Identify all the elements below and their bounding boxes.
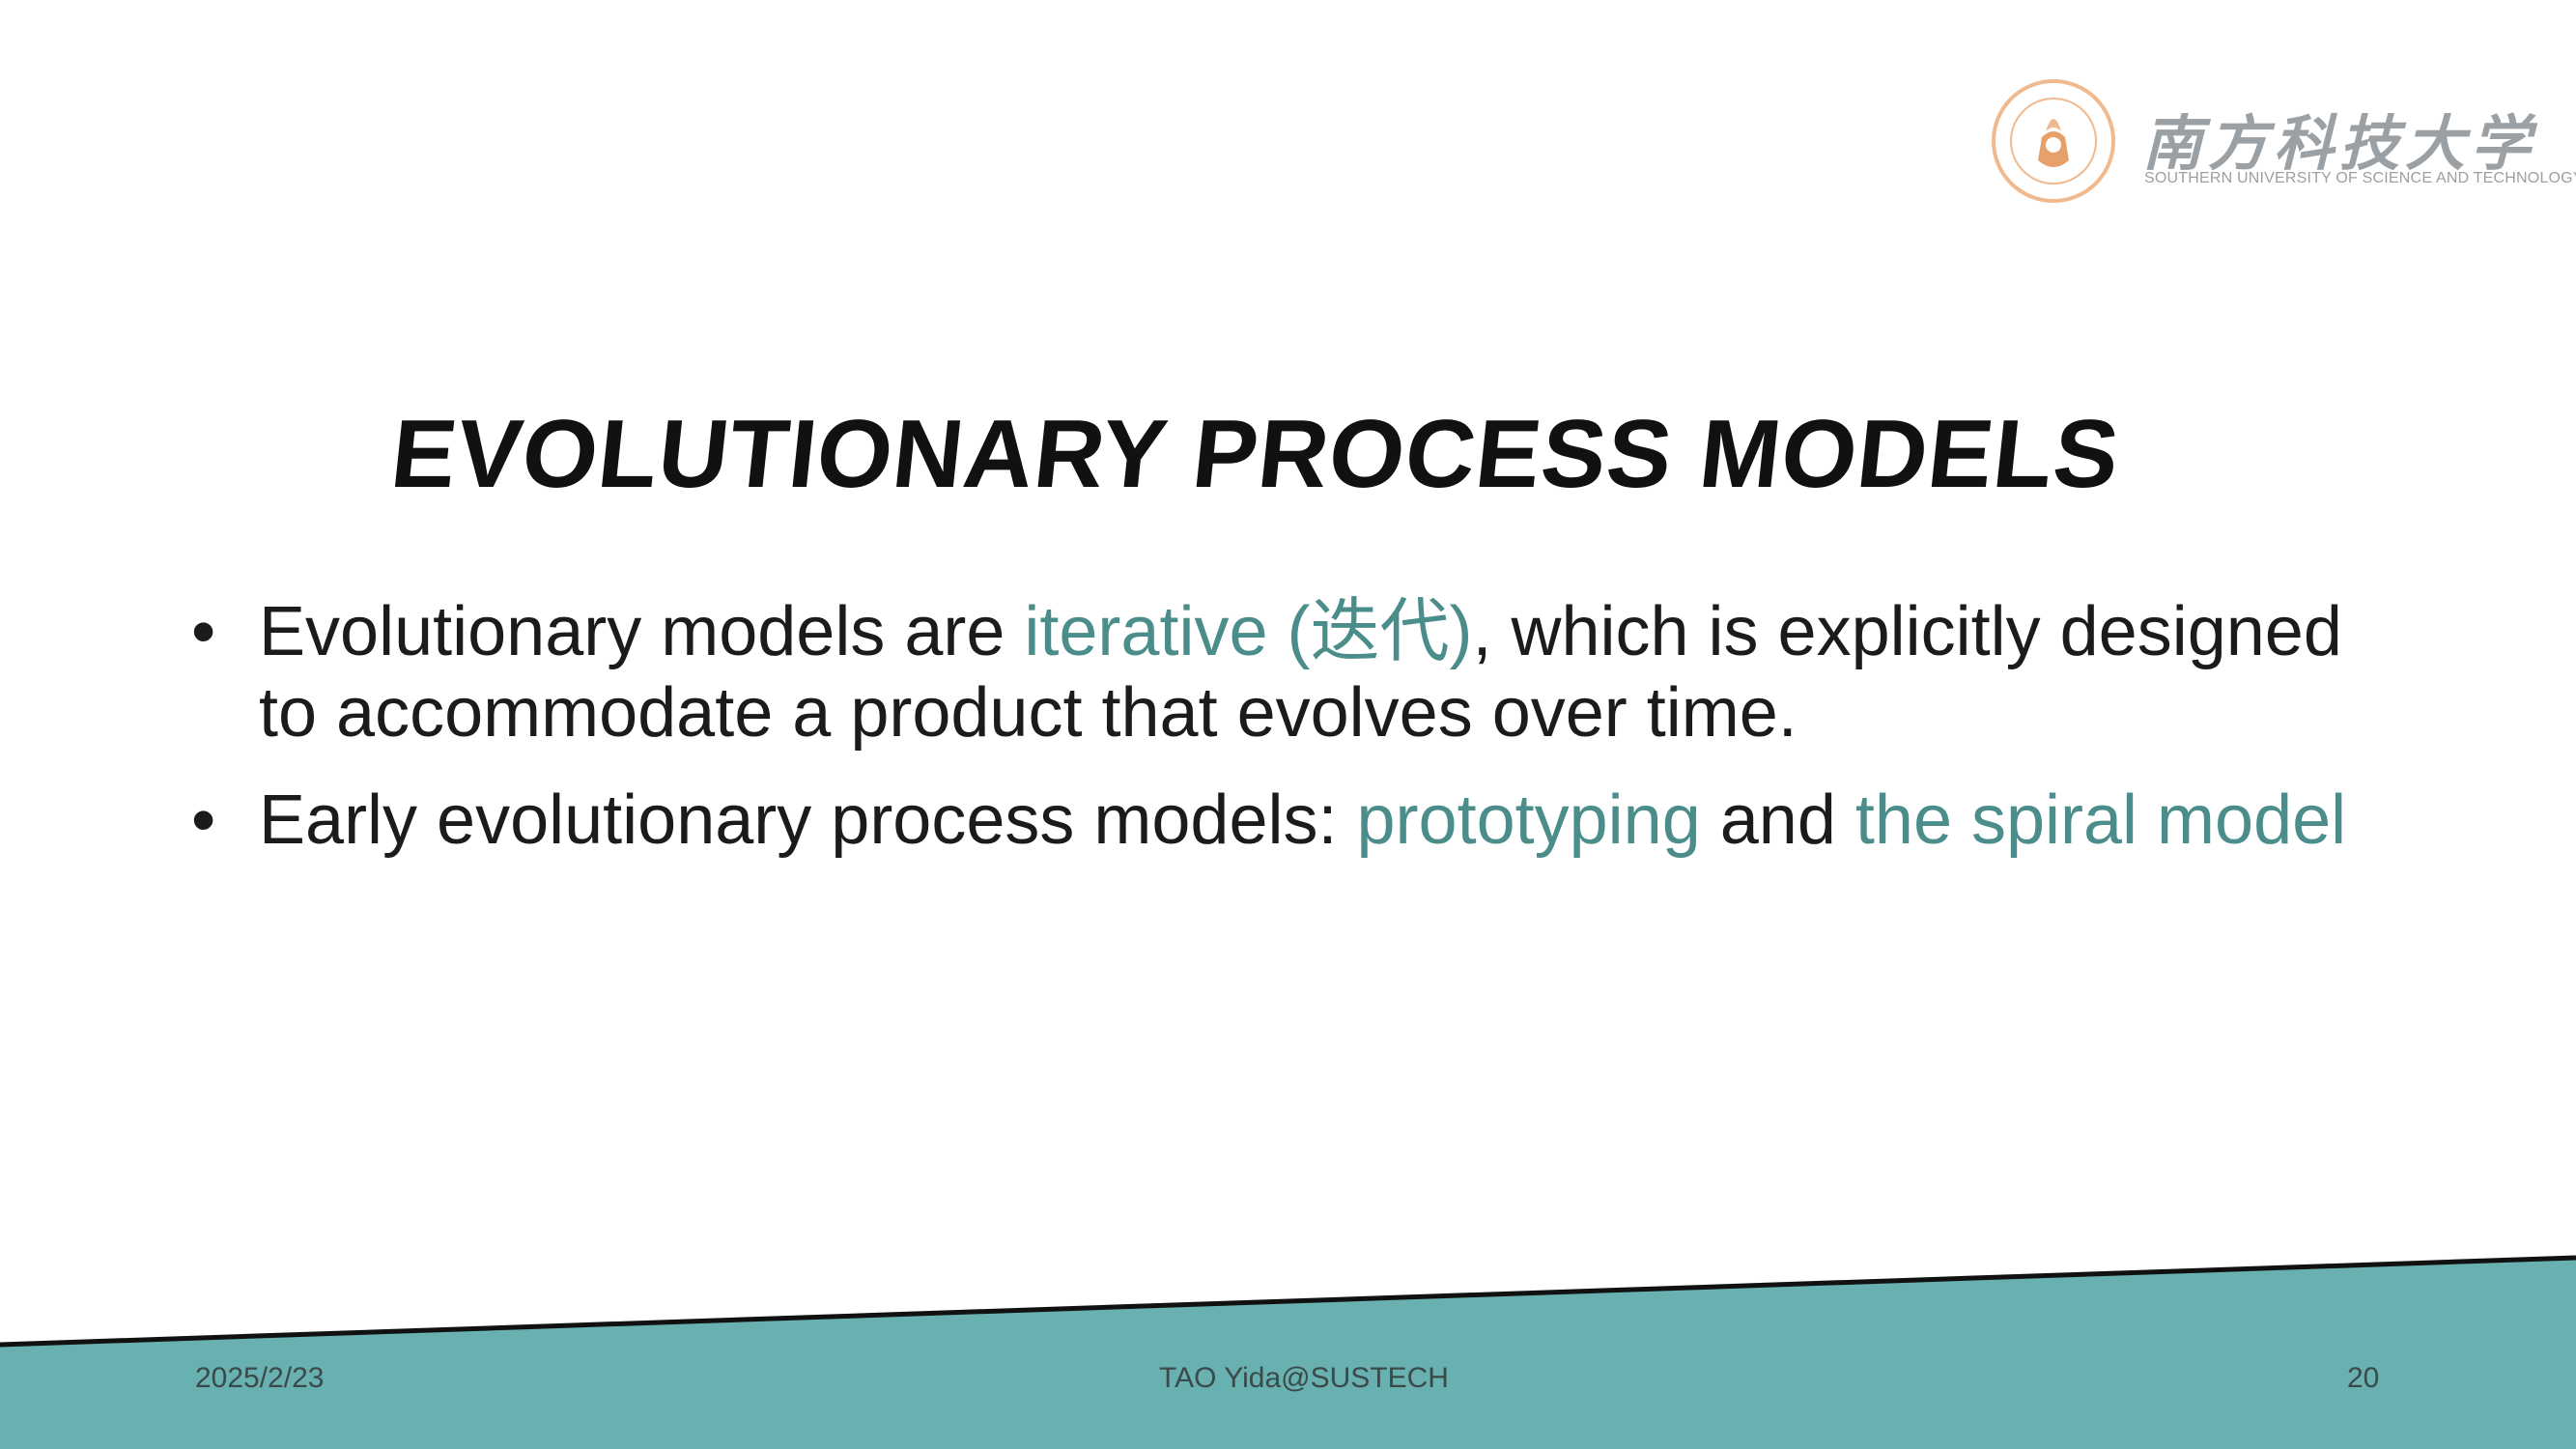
bullet-item: • Evolutionary models are iterative (迭代)…: [191, 591, 2374, 753]
university-name-chinese: 南方科技大学: [2142, 108, 2537, 179]
footer-divider-line: [0, 1255, 2576, 1348]
university-seal-icon: [1992, 79, 2115, 203]
bullet-dot-icon: •: [191, 781, 216, 859]
bullet-text: and: [1700, 781, 1855, 859]
slide-title: Evolutionary Process Models: [385, 400, 2126, 508]
footer-author: TAO Yida@SUSTECH: [1159, 1362, 1449, 1394]
university-logo: 南方科技大学 SOUTHERN UNIVERSITY OF SCIENCE AN…: [1990, 77, 2576, 213]
bullet-text: , which is explicitly designed to accomm…: [259, 593, 2342, 752]
highlight-term: iterative (迭代): [1024, 593, 1473, 670]
footer-band: [0, 1255, 2576, 1449]
highlight-term: prototyping: [1356, 781, 1701, 859]
bullet-list: • Evolutionary models are iterative (迭代)…: [191, 591, 2374, 887]
bullet-text: Early evolutionary process models:: [259, 781, 1357, 859]
bullet-item: • Early evolutionary process models: pro…: [191, 780, 2374, 861]
university-name-english: SOUTHERN UNIVERSITY OF SCIENCE AND TECHN…: [2144, 170, 2576, 186]
highlight-term: the spiral model: [1854, 781, 2347, 859]
page-number: 20: [2347, 1362, 2380, 1394]
bullet-dot-icon: •: [191, 593, 216, 670]
footer-band-fill: [0, 1258, 2576, 1449]
footer-date: 2025/2/23: [195, 1362, 325, 1394]
bullet-text: Evolutionary models are: [259, 593, 1025, 670]
